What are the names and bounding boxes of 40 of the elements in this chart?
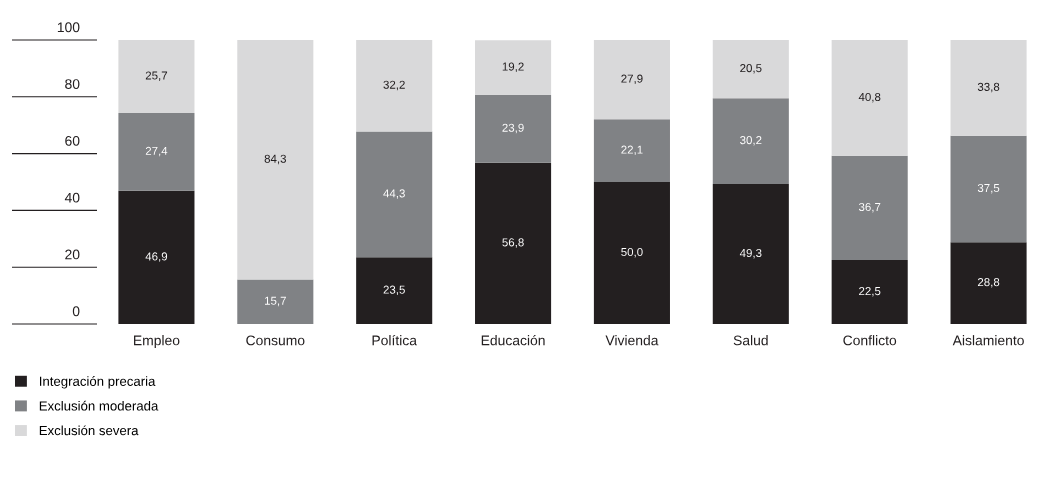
- data-label: 37,5: [977, 183, 1000, 194]
- x-tick-label: Vivienda: [605, 335, 659, 346]
- data-label: 25,7: [145, 71, 168, 81]
- data-label: 19,2: [502, 62, 524, 72]
- data-label: 46,9: [145, 252, 168, 262]
- y-tick-label: 100: [57, 22, 80, 33]
- y-tick-label: 0: [72, 306, 80, 317]
- legend-label: Integración precaria: [39, 376, 156, 389]
- data-label: 23,5: [383, 285, 405, 296]
- y-tick-label: 40: [64, 192, 80, 203]
- y-tick-label: 80: [65, 79, 80, 89]
- data-label: 33,8: [977, 82, 1000, 93]
- data-label: 22,1: [621, 145, 643, 156]
- x-tick-label: Educación: [481, 334, 545, 346]
- data-label: 30,2: [740, 136, 762, 146]
- y-tick-label: 60: [65, 135, 80, 146]
- legend-label: Exclusión severa: [39, 425, 139, 436]
- data-label: 32,2: [383, 80, 405, 91]
- data-label: 15,7: [265, 296, 286, 307]
- data-label: 28,8: [977, 278, 1000, 288]
- data-label: 49,3: [739, 248, 762, 259]
- x-tick-label: Conflicto: [843, 335, 897, 346]
- x-tick-label: Política: [372, 334, 417, 346]
- data-label: 22,5: [859, 286, 881, 297]
- y-tick-label: 20: [65, 249, 80, 260]
- data-label: 23,9: [502, 123, 524, 134]
- data-label: 56,8: [502, 238, 524, 248]
- data-label: 27,9: [621, 74, 643, 85]
- x-tick-label: Aislamiento: [952, 335, 1024, 346]
- data-label: 20,5: [740, 64, 762, 74]
- legend-label: Exclusión moderada: [39, 400, 159, 411]
- x-tick-label: Salud: [733, 335, 768, 346]
- data-label: 36,7: [858, 202, 881, 213]
- data-label: 84,3: [264, 154, 286, 165]
- x-tick-label: Consumo: [246, 335, 305, 346]
- x-tick-label: Empleo: [134, 335, 180, 349]
- data-label: 40,8: [858, 92, 881, 103]
- data-label: 44,3: [383, 189, 405, 199]
- data-label: 27,4: [145, 146, 168, 157]
- data-label: 50,0: [621, 247, 643, 258]
